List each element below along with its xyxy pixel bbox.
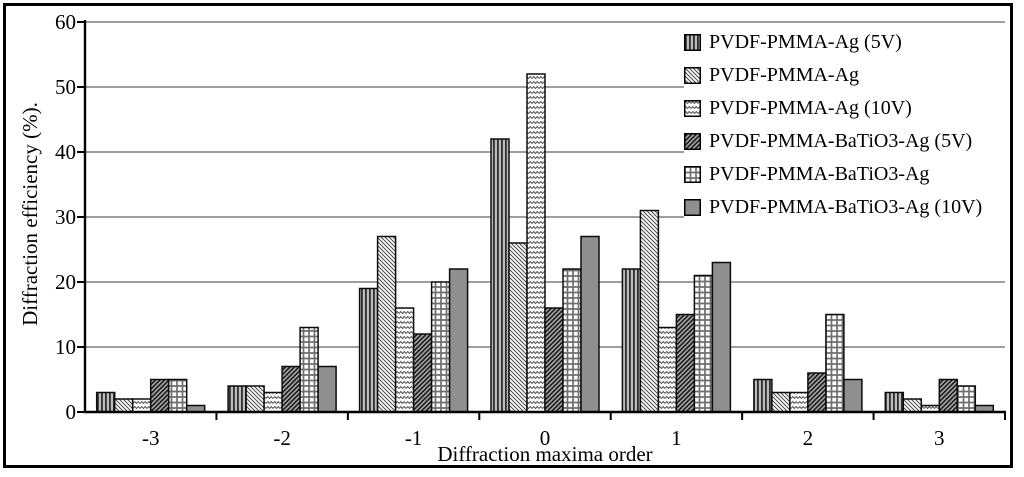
bar [508,242,528,413]
bar [580,235,600,413]
bar [376,235,397,413]
x-tick-label: 0 [539,426,551,450]
bar [544,307,564,413]
legend-entry: PVDF-PMMA-Ag (5V) [684,26,1012,59]
bar [902,398,923,413]
x-tick-label: -1 [404,426,423,450]
bar [281,365,301,413]
vertical-stripes-swatch-icon [684,34,701,51]
bar [825,313,845,413]
bar [639,209,660,413]
legend-label: PVDF-PMMA-BaTiO3-Ag (10V) [709,196,983,218]
bar [938,378,959,413]
bar [299,326,319,413]
bar [95,391,116,413]
bar [789,391,809,413]
legend-entry: PVDF-PMMA-BaTiO3-Ag (5V) [684,125,1012,158]
y-tick-label: 50 [55,75,76,99]
bar [448,268,469,413]
zigzag-swatch-icon [684,100,701,117]
bar [753,378,773,413]
y-tick-label: 0 [65,400,77,424]
bar [113,398,134,413]
legend-label: PVDF-PMMA-Ag (5V) [709,31,902,53]
bar [167,378,188,413]
grid-swatch-icon [684,166,701,183]
bar [843,378,863,413]
bar [394,307,415,413]
bar [358,287,379,413]
legend-label: PVDF-PMMA-Ag [709,64,860,86]
legend-entry: PVDF-PMMA-BaTiO3-Ag (10V) [684,191,1012,224]
y-tick-label: 30 [55,205,76,229]
x-tick-label: 3 [934,426,945,450]
legend-entry: PVDF-PMMA-Ag (10V) [684,92,1012,125]
legend-label: PVDF-PMMA-BaTiO3-Ag (5V) [709,130,973,152]
bar [693,274,714,413]
y-tick-label: 60 [55,10,76,34]
x-tick-label: -3 [141,426,160,450]
legend-label: PVDF-PMMA-Ag (10V) [709,97,912,119]
bar [621,268,642,413]
legend-entry: PVDF-PMMA-Ag [684,59,1012,92]
legend: PVDF-PMMA-Ag (5V) PVDF-PMMA-Ag PVDF-PMMA-A… [684,26,1012,226]
bar [956,385,977,413]
diagonal-thin-backslash-swatch-icon [684,67,701,84]
solid-gray-swatch-icon [684,199,701,216]
bar [149,378,170,413]
legend-label: PVDF-PMMA-BaTiO3-Ag [709,163,930,185]
bar [562,268,582,413]
bar [131,398,152,413]
bar [227,385,247,413]
y-tick-label: 10 [55,335,76,359]
legend-entry: PVDF-PMMA-BaTiO3-Ag [684,158,1012,191]
x-axis-title: Diffraction maxima order [437,442,653,466]
bar [807,372,827,413]
bar [884,391,905,413]
bar [675,313,696,413]
y-tick-label: 40 [55,140,76,164]
bar [771,391,791,413]
bar [412,333,433,413]
bar [490,138,510,413]
bar [657,326,678,413]
bar [263,391,283,413]
bar [245,385,265,413]
bar [526,73,546,413]
bar [317,365,337,413]
bar [430,281,451,413]
x-tick-label: -2 [273,426,291,450]
y-tick-label: 20 [55,270,76,294]
diagonal-dark-slash-swatch-icon [684,133,701,150]
x-tick-label: 1 [671,426,682,450]
bar [711,261,732,413]
x-tick-label: 2 [802,426,814,450]
